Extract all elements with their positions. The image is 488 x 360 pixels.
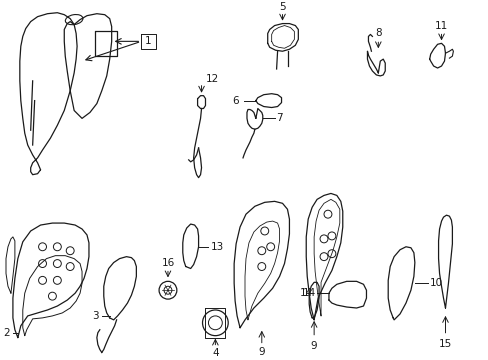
Text: 15: 15 <box>438 338 451 348</box>
Text: 9: 9 <box>310 341 317 351</box>
Text: 5: 5 <box>279 2 285 12</box>
Text: 1: 1 <box>144 36 151 46</box>
Text: 8: 8 <box>374 28 381 39</box>
Text: 9: 9 <box>258 347 264 357</box>
Text: 13: 13 <box>210 242 223 252</box>
Text: 6: 6 <box>232 96 239 105</box>
Text: 7: 7 <box>276 113 283 123</box>
Text: 14: 14 <box>299 288 312 298</box>
Text: 14: 14 <box>302 288 315 298</box>
Text: 3: 3 <box>92 311 99 321</box>
Text: 10: 10 <box>429 278 442 288</box>
Text: 2: 2 <box>3 328 10 338</box>
Text: 4: 4 <box>212 348 218 359</box>
Text: 11: 11 <box>434 21 447 31</box>
Text: 16: 16 <box>161 257 174 267</box>
Text: 12: 12 <box>205 74 218 84</box>
